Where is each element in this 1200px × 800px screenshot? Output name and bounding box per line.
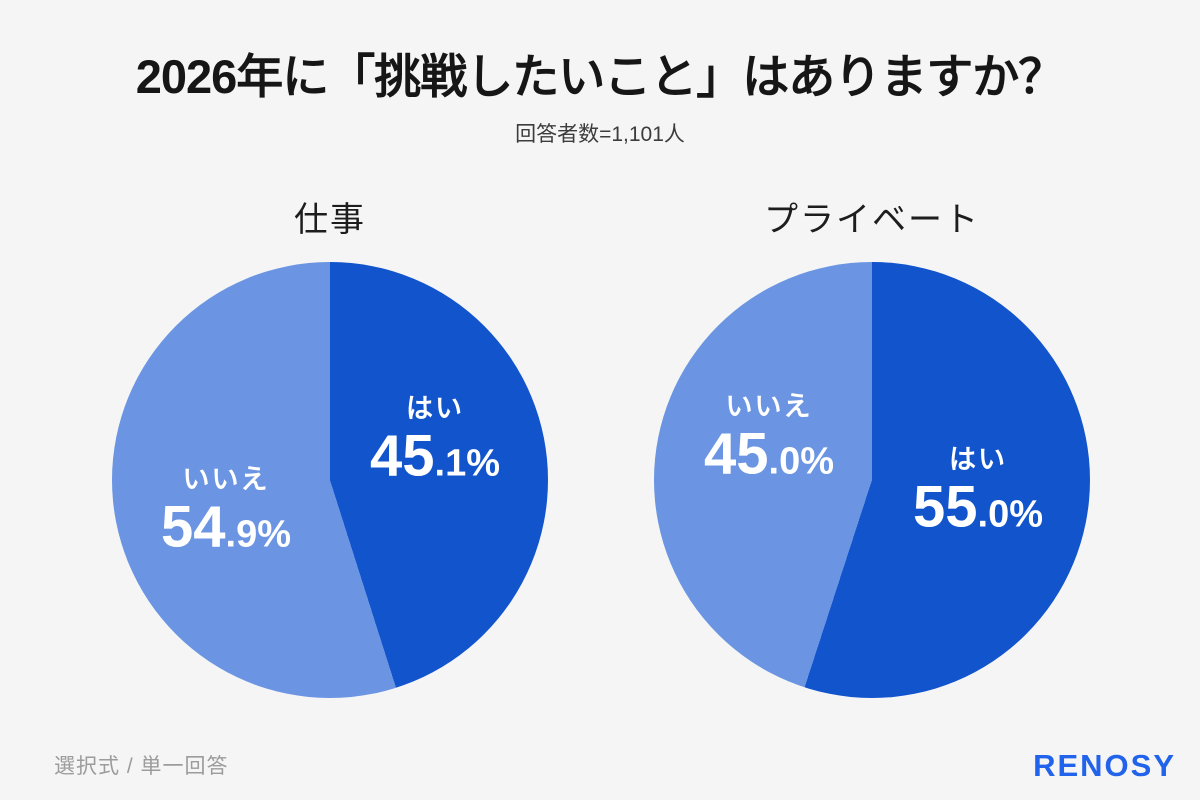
slice-name: いいえ [182,464,270,495]
slice-label-private-yes: はい 55.0% [913,444,1043,539]
slice-label-private-no: いいえ 45.0% [704,391,834,486]
pie-work: はい 45.1% いいえ 54.9% [112,262,548,698]
slice-label-work-yes: はい 45.1% [370,393,500,488]
slice-name: はい [406,393,464,424]
chart-title-work: 仕事 [294,201,366,239]
slice-name: いいえ [725,391,813,422]
slice-label-work-no: いいえ 54.9% [161,464,291,559]
answer-type-note: 選択式 / 単一回答 [54,755,229,778]
slice-name: はい [949,444,1007,475]
pie-private: いいえ 45.0% はい 55.0% [654,262,1090,698]
chart-title-private: プライベート [764,201,980,239]
page-title: 2026年に「挑戦したいこと」はありますか？ [135,50,1066,103]
slice-value: 45.1% [370,423,500,489]
slice-value: 45.0% [704,421,834,487]
pie-chart-work: 仕事 はい 45.1% いいえ 54.9% [112,192,548,698]
pie-chart-private: プライベート いいえ 45.0% はい 55.0% [654,192,1090,698]
renosy-logo: RENOSY [1033,748,1176,783]
slice-value: 55.0% [913,474,1043,540]
respondent-count: 回答者数=1,101人 [515,123,685,146]
slice-value: 54.9% [161,494,291,560]
